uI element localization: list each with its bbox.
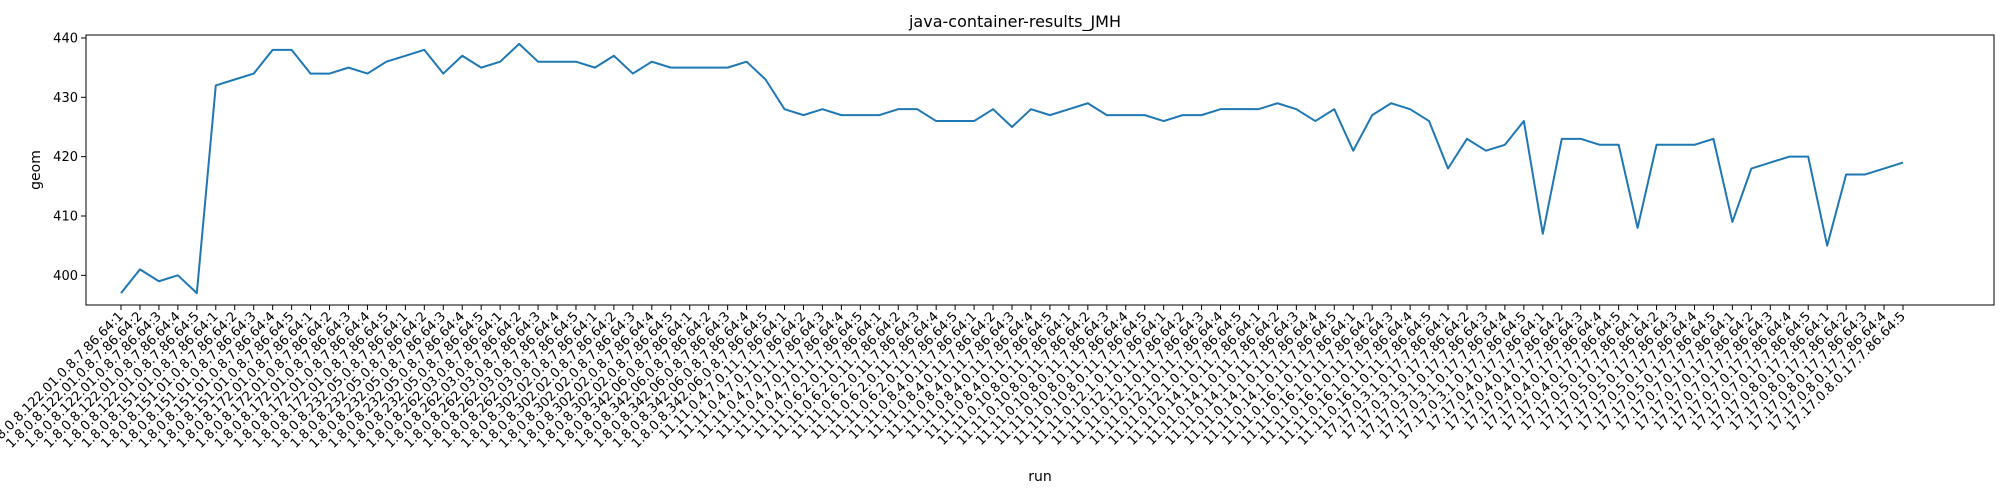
chart-title: java-container-results_JMH bbox=[908, 12, 1121, 32]
series-line bbox=[120, 42, 1904, 295]
y-tick-label: 410 bbox=[53, 209, 78, 224]
y-tick-label: 440 bbox=[53, 31, 78, 46]
x-axis: 1.8.0.8.122.01.0.8.7.86.64:11.8.0.8.122.… bbox=[0, 305, 1909, 452]
y-axis-title: geom bbox=[28, 150, 44, 190]
y-tick-label: 420 bbox=[53, 150, 78, 165]
plot-area bbox=[85, 34, 1995, 306]
x-axis-title: run bbox=[1028, 469, 1052, 485]
y-tick-label: 400 bbox=[53, 269, 78, 284]
y-axis: 400 410 420 430 440 bbox=[53, 31, 86, 284]
y-tick-label: 430 bbox=[53, 91, 78, 106]
